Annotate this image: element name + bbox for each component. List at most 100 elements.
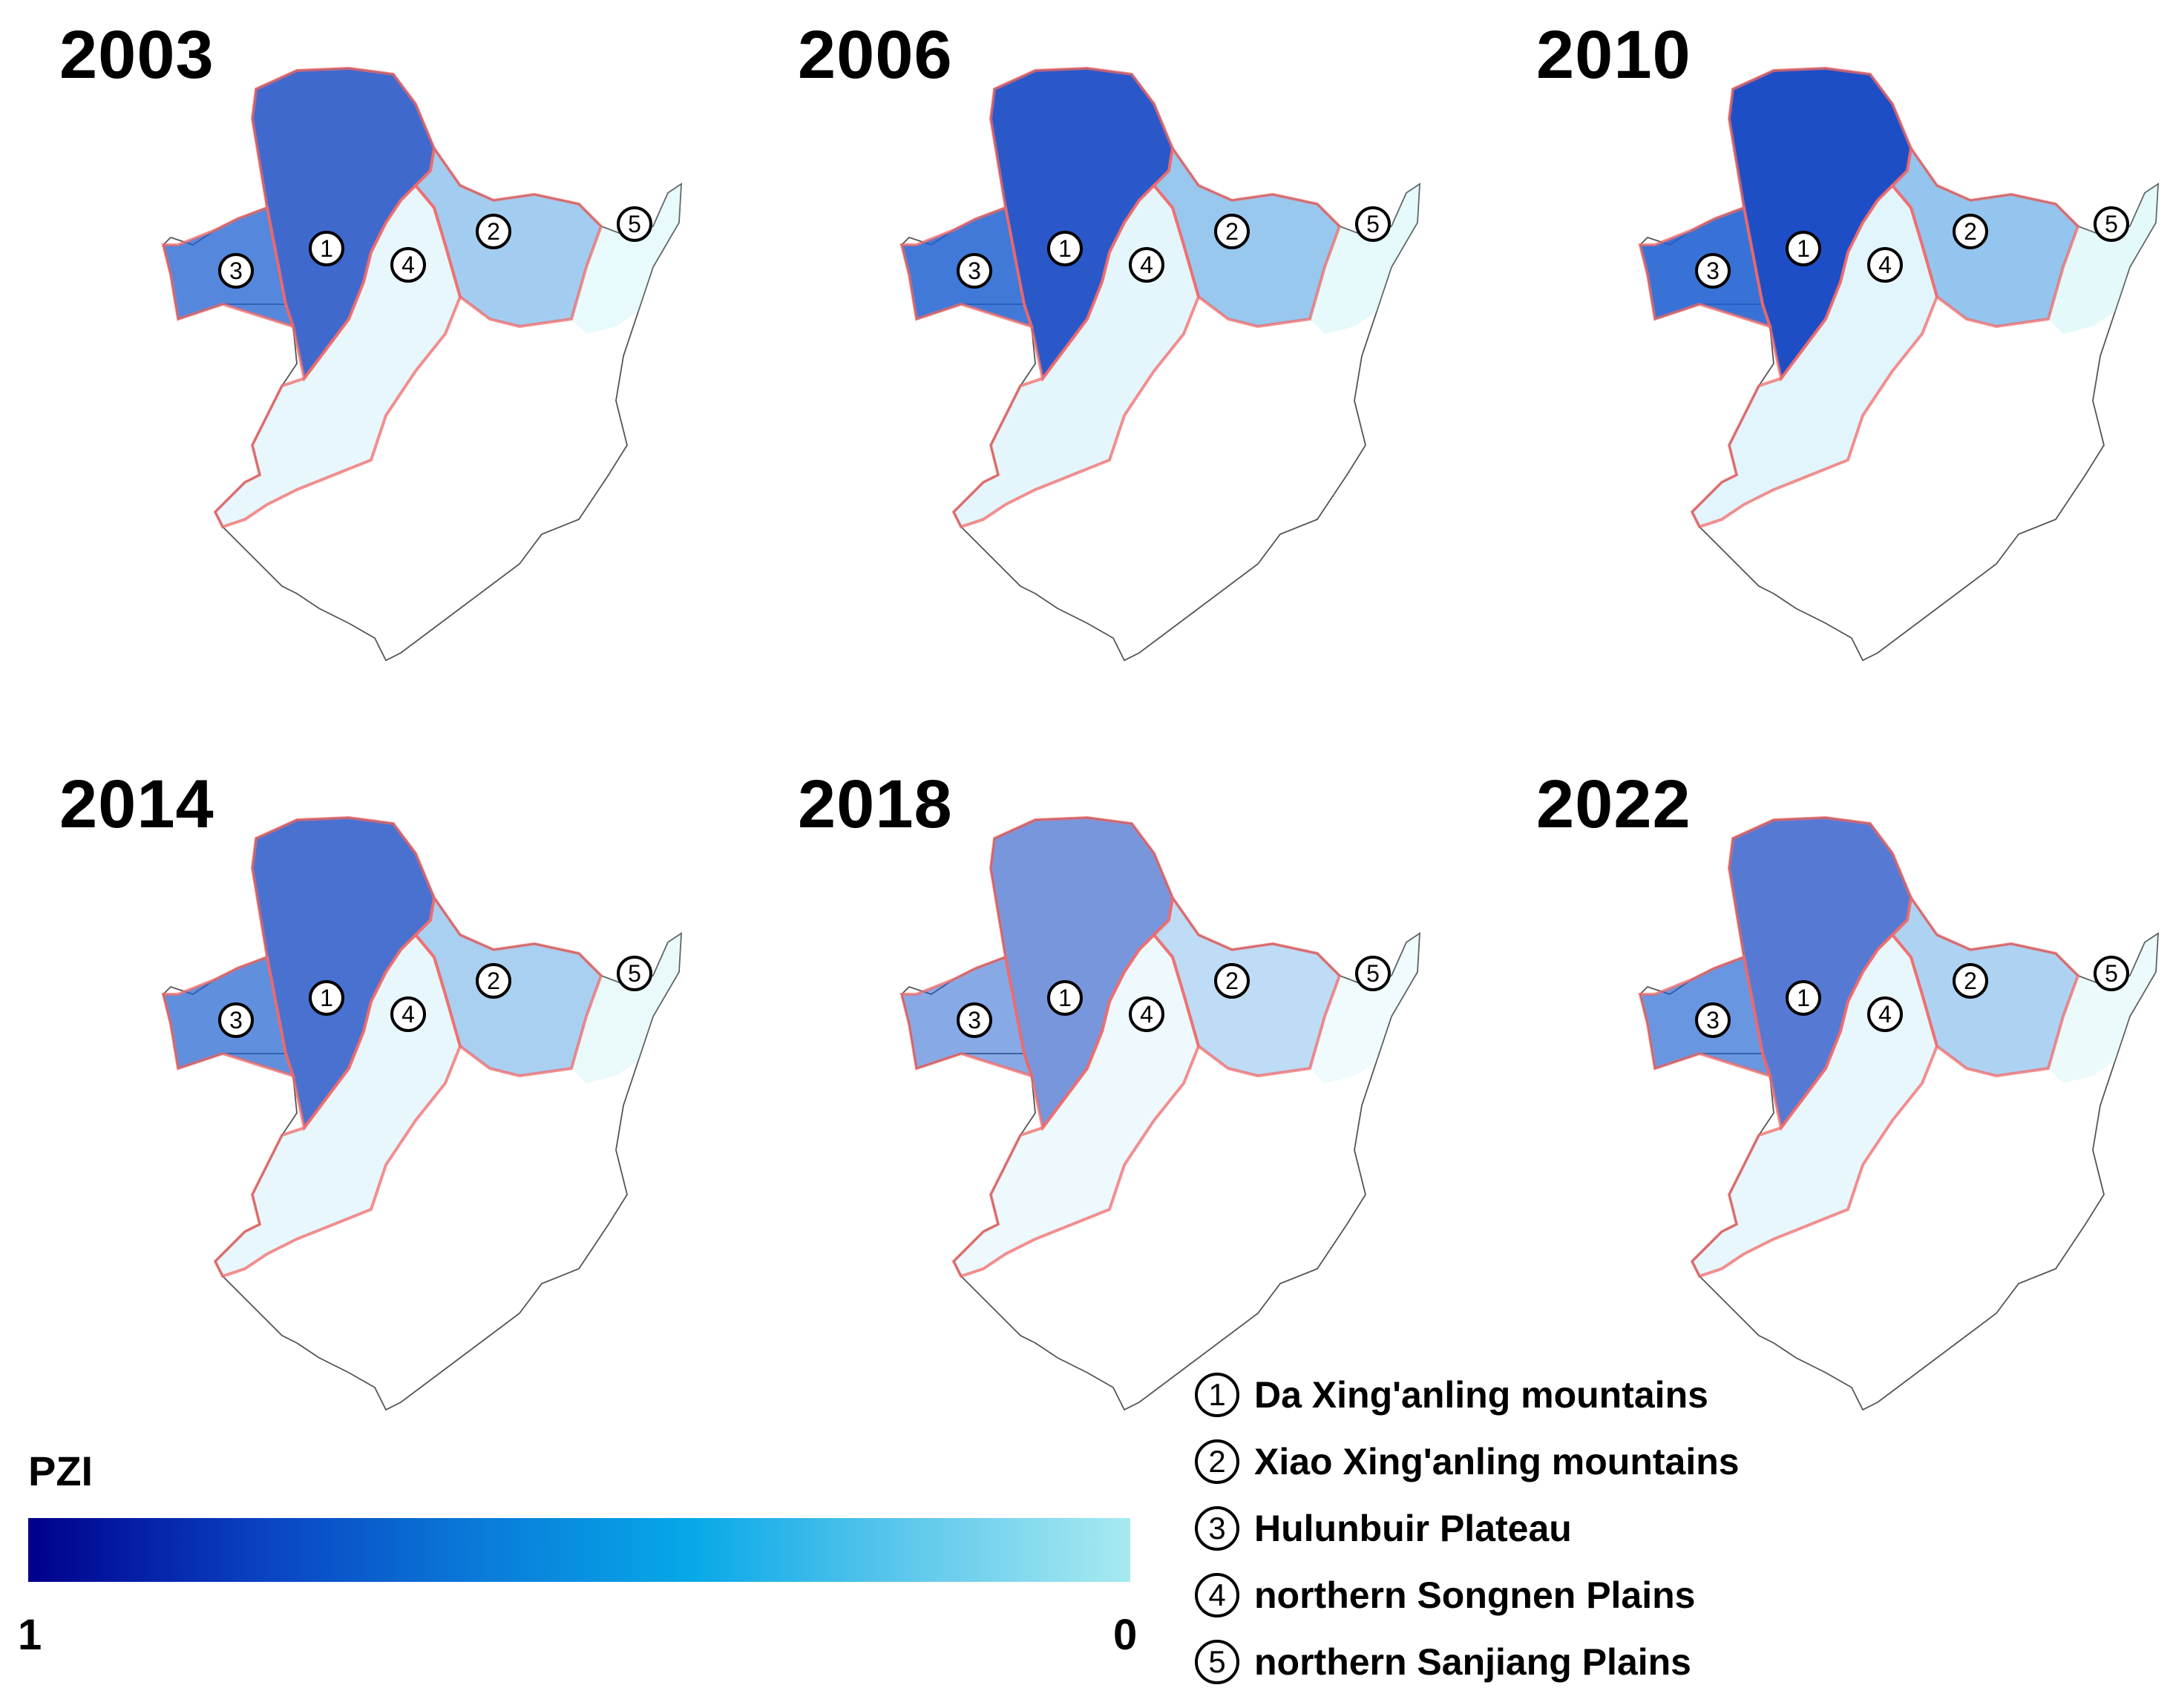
svg-text:3: 3 [229, 257, 243, 284]
region-boundary [1690, 933, 1939, 1278]
region-marker-1: 1 [1047, 231, 1083, 266]
region-marker-1: 1 [1786, 980, 1821, 1016]
svg-text:4: 4 [401, 252, 415, 278]
legend-label: Xiao Xing'anling mountains [1254, 1441, 1740, 1482]
region-marker-3: 3 [1695, 1002, 1731, 1038]
svg-text:2: 2 [1964, 218, 1977, 245]
map-panel-2010: 2010 1 2 3 4 5 [1477, 0, 2170, 742]
region-marker-5: 5 [2094, 956, 2129, 991]
map: 1 2 3 4 5 [1638, 66, 2160, 662]
map-panel-2014: 2014 1 2 3 4 5 [0, 749, 727, 1491]
colorbar-title: PZI [28, 1448, 94, 1494]
svg-text:1: 1 [1058, 985, 1072, 1011]
region-marker-2: 2 [1953, 963, 1988, 999]
pzi-shade-region-1 [991, 818, 1173, 1128]
pzi-shade-region-5 [2048, 184, 2158, 334]
region-boundary [1638, 206, 1773, 329]
svg-text:2: 2 [1964, 968, 1977, 994]
map-panel-2022: 2022 1 2 3 4 5 [1477, 749, 2170, 1491]
region-marker-4: 4 [1129, 247, 1164, 283]
svg-text:4: 4 [1140, 1001, 1153, 1028]
legend-label: northern Songnen Plains [1254, 1574, 1696, 1616]
map: 1 2 3 4 5 [1638, 815, 2160, 1411]
region-marker-1: 1 [1047, 980, 1083, 1016]
map: 1 2 3 4 5 [161, 815, 683, 1411]
region-boundary [161, 955, 296, 1079]
legend-item: 2 Xiao Xing'anling mountains [1195, 1428, 1740, 1495]
region-marker-2: 2 [1953, 214, 1988, 249]
region-number-icon: 1 [1195, 1373, 1239, 1417]
map: 1 2 3 4 5 [899, 66, 1421, 662]
region-marker-2: 2 [476, 963, 511, 999]
pzi-shade-region-1 [252, 818, 434, 1128]
region-number-icon: 5 [1195, 1640, 1239, 1684]
svg-text:5: 5 [1366, 211, 1380, 237]
svg-text:5: 5 [628, 960, 641, 987]
legend-item: 1 Da Xing'anling mountains [1195, 1362, 1740, 1428]
map-panel-2018: 2018 1 2 3 4 5 [738, 749, 1466, 1491]
panel-year: 2010 [1536, 17, 1691, 93]
panel-year: 2006 [798, 17, 953, 93]
region-marker-2: 2 [1214, 963, 1250, 999]
pzi-shade-region-1 [1729, 818, 1911, 1128]
region-marker-1: 1 [309, 980, 344, 1016]
region-marker-5: 5 [617, 206, 652, 242]
map-panel-2003: 2003 1 2 3 4 5 [0, 0, 727, 742]
map: 1 2 3 4 5 [161, 66, 683, 662]
legend-label: Da Xing'anling mountains [1254, 1374, 1708, 1416]
svg-text:4: 4 [401, 1001, 415, 1028]
panel-year: 2018 [798, 766, 953, 842]
map: 1 2 3 4 5 [899, 815, 1421, 1411]
region-marker-4: 4 [1867, 996, 1903, 1032]
panel-year: 2003 [59, 17, 214, 93]
map-panel-2006: 2006 1 2 3 4 5 [738, 0, 1466, 742]
pzi-shade-region-1 [1729, 68, 1911, 378]
region-marker-5: 5 [2094, 206, 2129, 242]
svg-text:1: 1 [1797, 235, 1810, 262]
panel-year: 2022 [1536, 766, 1691, 842]
svg-text:4: 4 [1878, 1001, 1892, 1028]
region-boundary [161, 206, 296, 329]
region-marker-3: 3 [1695, 253, 1731, 289]
colorbar-gradient [28, 1518, 1130, 1582]
svg-text:5: 5 [2105, 211, 2118, 237]
region-marker-3: 3 [957, 1002, 992, 1038]
pzi-shade-region-1 [991, 68, 1173, 378]
region-boundary [1690, 183, 1939, 529]
pzi-shade-region-5 [571, 933, 681, 1083]
region-boundary [213, 933, 462, 1278]
colorbar-min-label: 1 [18, 1611, 42, 1659]
pzi-shade-region-5 [2048, 933, 2158, 1083]
svg-text:3: 3 [968, 257, 981, 284]
region-boundary [1638, 955, 1773, 1079]
svg-text:4: 4 [1878, 252, 1892, 278]
svg-text:3: 3 [968, 1007, 981, 1034]
region-boundary [951, 933, 1201, 1278]
legend-item: 5 northern Sanjiang Plains [1195, 1629, 1740, 1695]
region-marker-1: 1 [1786, 231, 1821, 266]
svg-text:1: 1 [1058, 235, 1072, 262]
region-marker-5: 5 [617, 956, 652, 991]
svg-text:3: 3 [1706, 257, 1720, 284]
region-marker-2: 2 [1214, 214, 1250, 249]
region-marker-2: 2 [476, 214, 511, 249]
svg-text:1: 1 [320, 985, 333, 1011]
svg-text:3: 3 [1706, 1007, 1720, 1034]
region-boundary [899, 955, 1035, 1079]
region-boundary [951, 183, 1201, 529]
svg-text:2: 2 [487, 968, 500, 994]
pzi-shade-region-5 [1310, 184, 1420, 334]
svg-text:1: 1 [320, 235, 333, 262]
colorbar [28, 1518, 1130, 1582]
svg-text:5: 5 [628, 211, 641, 237]
svg-text:1: 1 [1797, 985, 1810, 1011]
region-boundary [213, 183, 462, 529]
region-number-icon: 2 [1195, 1439, 1239, 1484]
pzi-shade-region-5 [571, 184, 681, 334]
pzi-shade-region-5 [1310, 933, 1420, 1083]
panel-year: 2014 [59, 766, 214, 842]
legend-label: Hulunbuir Plateau [1254, 1508, 1572, 1549]
region-marker-1: 1 [309, 231, 344, 266]
region-legend: 1 Da Xing'anling mountains 2 Xiao Xing'a… [1195, 1362, 1740, 1695]
region-marker-4: 4 [1129, 996, 1164, 1032]
